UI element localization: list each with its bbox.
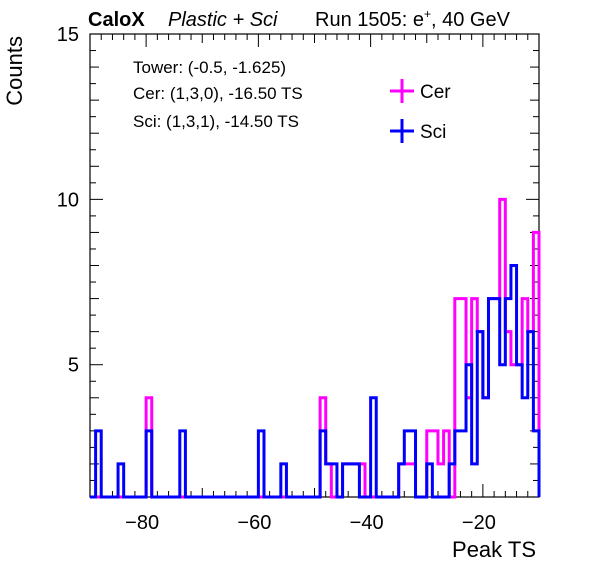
- run-tail: , 40 GeV: [431, 9, 511, 31]
- info-box: Tower: (-0.5, -1.625) Cer: (1,3,0), -16.…: [133, 58, 303, 131]
- legend-cer-label: Cer: [420, 82, 451, 103]
- axes: −80 −60 −40 −20 5 10 15: [57, 24, 540, 534]
- x-axis-label: Peak TS: [452, 537, 536, 562]
- run-superscript: +: [424, 7, 431, 21]
- legend: Cer Sci: [390, 79, 451, 143]
- x-tick-label: −40: [350, 512, 384, 534]
- x-tick-label: −80: [125, 512, 159, 534]
- run-label: Run 1505: e+, 40 GeV: [315, 7, 511, 31]
- histogram-series: [90, 197, 541, 499]
- y-tick-label: 15: [57, 24, 79, 46]
- legend-sci-label: Sci: [420, 122, 446, 143]
- run-text: Run 1505: e: [315, 9, 424, 31]
- y-tick-label: 10: [57, 189, 79, 211]
- x-tick-label: −20: [462, 512, 496, 534]
- cer-info-label: Cer: (1,3,0), -16.50 TS: [133, 84, 303, 103]
- subtitle-label: Plastic + Sci: [168, 9, 278, 31]
- tower-label: Tower: (-0.5, -1.625): [133, 58, 286, 77]
- y-axis-label: Counts: [2, 36, 27, 106]
- sci-info-label: Sci: (1,3,1), -14.50 TS: [133, 112, 299, 131]
- header: CaloX Plastic + Sci Run 1505: e+, 40 GeV: [88, 7, 511, 31]
- brand-label: CaloX: [88, 9, 145, 31]
- histogram-sci: [90, 264, 541, 499]
- x-tick-label: −60: [237, 512, 271, 534]
- y-tick-label: 5: [68, 355, 79, 377]
